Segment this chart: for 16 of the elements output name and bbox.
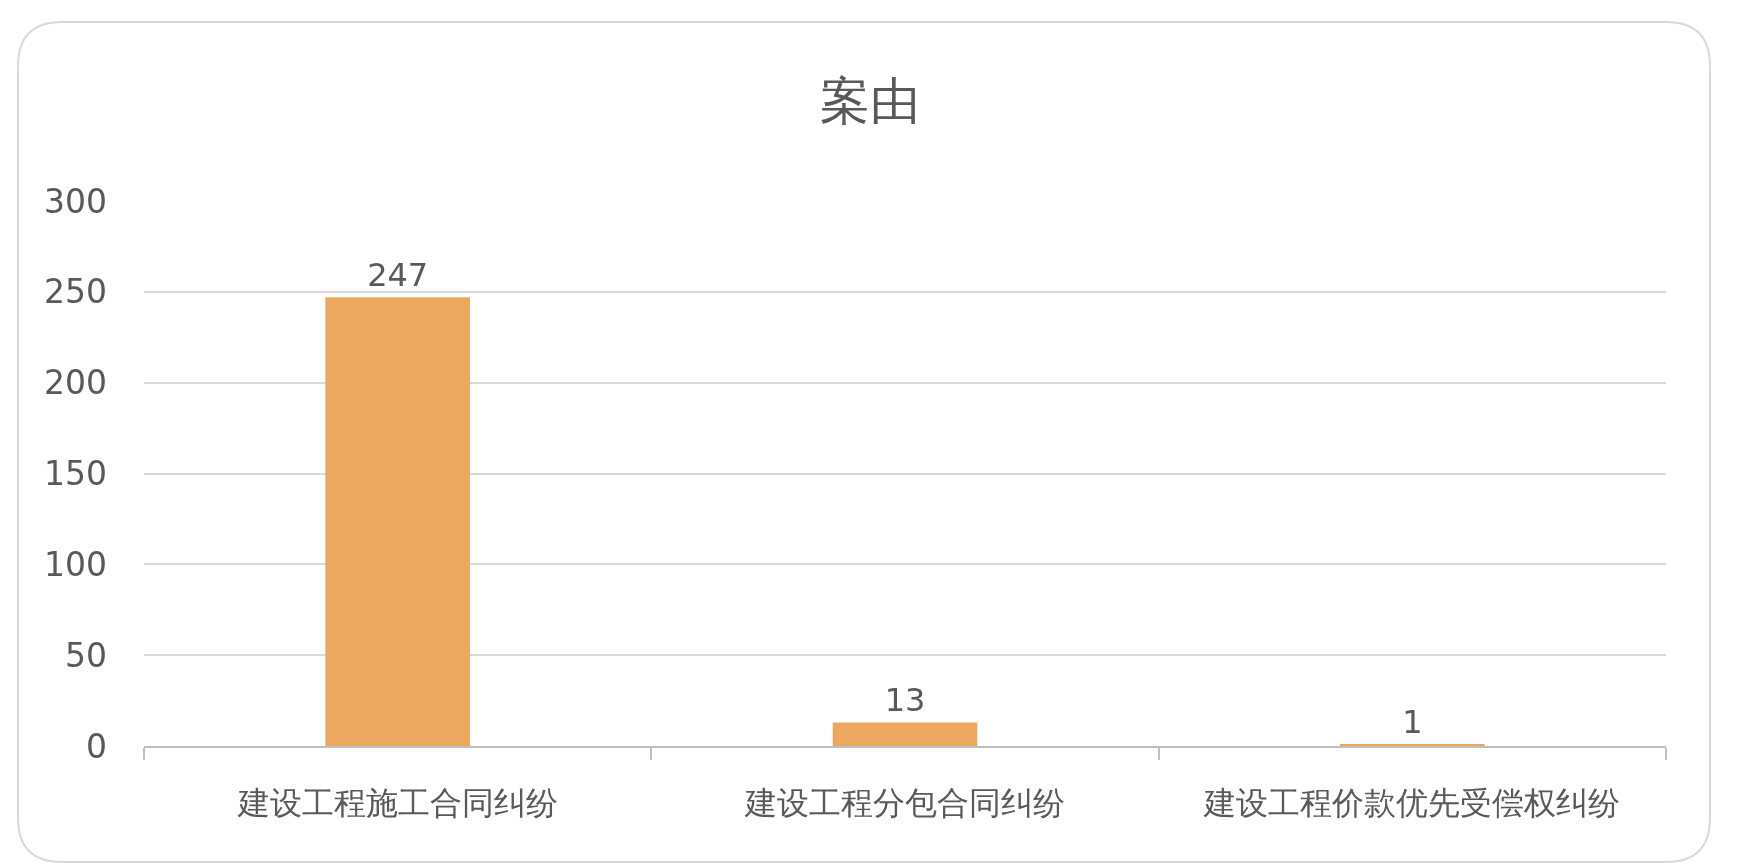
bar (325, 297, 470, 746)
y-tick-label: 0 (86, 726, 107, 766)
data-label: 13 (884, 681, 926, 720)
y-tick-label: 100 (44, 544, 107, 584)
chart-title: 案由 (820, 71, 920, 130)
x-tick-label: 建设工程施工合同纠纷 (236, 784, 558, 823)
y-tick-label: 200 (44, 363, 107, 403)
y-tick-label: 300 (44, 181, 107, 221)
y-tick-label: 150 (44, 454, 107, 494)
x-tick-label: 建设工程分包合同纠纷 (744, 784, 1065, 823)
data-label: 247 (367, 256, 429, 295)
y-tick-label: 250 (44, 272, 107, 312)
x-tick-label: 建设工程价款优先受偿权纠纷 (1203, 784, 1621, 823)
data-label: 1 (1402, 703, 1423, 741)
y-tick-label: 50 (65, 635, 107, 675)
bar (832, 722, 978, 746)
